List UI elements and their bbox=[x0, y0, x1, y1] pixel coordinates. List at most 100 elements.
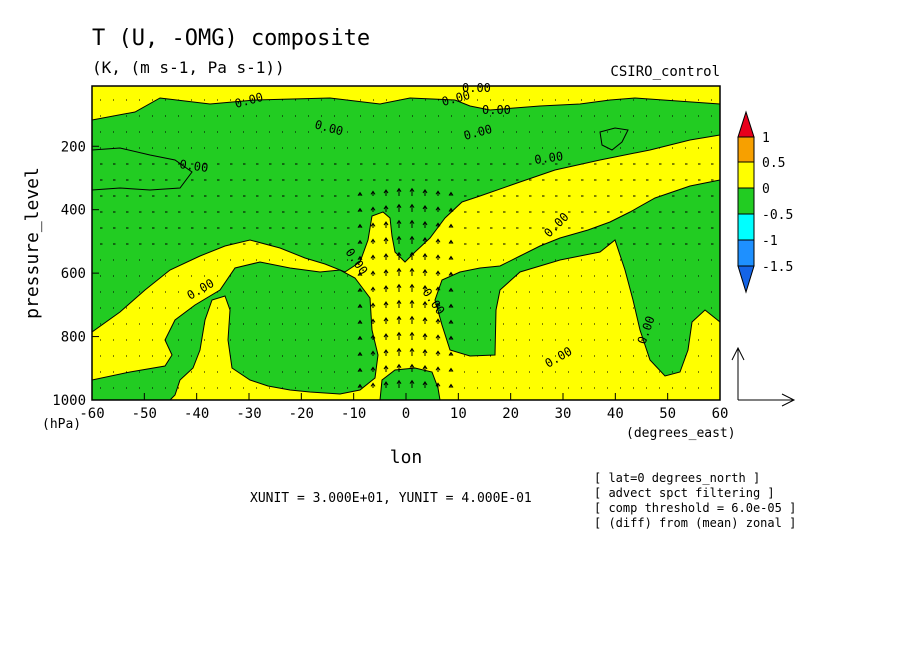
contour-label: 0.00 bbox=[462, 81, 491, 95]
wind-vector bbox=[435, 286, 441, 292]
note-line: [ lat=0 degrees_north ] bbox=[594, 471, 760, 485]
colorbar-label: 0 bbox=[762, 182, 770, 197]
wind-vector bbox=[357, 287, 363, 292]
x-axis: -60 -50 -40 -30 -20 -10 0 10 20 30 40 50 60 bbox=[79, 393, 728, 422]
wind-vector bbox=[448, 351, 454, 356]
wind-vector bbox=[396, 315, 402, 324]
wind-vector bbox=[370, 190, 376, 196]
contour-label: 0.00 bbox=[179, 157, 210, 175]
wind-vector bbox=[435, 302, 441, 308]
wind-vector bbox=[409, 331, 415, 340]
wind-vector bbox=[396, 219, 402, 228]
wind-vector bbox=[448, 367, 454, 372]
note-line: [ advect spct filtering ] bbox=[594, 486, 775, 500]
wind-vector bbox=[422, 333, 428, 340]
wind-vector bbox=[396, 331, 402, 340]
y-tick-label: 600 bbox=[61, 266, 86, 282]
wind-vector bbox=[396, 379, 402, 388]
x-tick-label: 50 bbox=[659, 406, 676, 422]
wind-vector bbox=[409, 187, 415, 196]
model-label: CSIRO_control bbox=[610, 64, 720, 80]
wind-vector bbox=[409, 219, 415, 228]
vector-units-label: XUNIT = 3.000E+01, YUNIT = 4.000E-01 bbox=[250, 491, 532, 506]
wind-vector bbox=[422, 221, 428, 228]
wind-vector bbox=[370, 334, 376, 340]
wind-vector bbox=[422, 381, 428, 388]
wind-vector bbox=[357, 335, 363, 340]
colorbar-label: 0.5 bbox=[762, 156, 785, 171]
colorbar-label: -1 bbox=[762, 234, 778, 249]
wind-vector bbox=[383, 205, 389, 212]
colorbar-label: -0.5 bbox=[762, 208, 793, 223]
wind-vector bbox=[409, 251, 415, 260]
wind-vector bbox=[435, 222, 441, 228]
x-unit-label: (degrees_east) bbox=[626, 426, 736, 441]
colorbar-segment bbox=[737, 187, 755, 215]
wind-vector bbox=[357, 191, 363, 196]
wind-vector bbox=[357, 319, 363, 324]
wind-vector bbox=[357, 303, 363, 308]
wind-vector bbox=[357, 367, 363, 372]
y-tick-label: 200 bbox=[61, 139, 86, 155]
wind-vector bbox=[370, 270, 376, 276]
x-tick-label: 0 bbox=[402, 406, 410, 422]
wind-vector bbox=[370, 238, 376, 244]
wind-vector bbox=[435, 254, 441, 260]
wind-vector bbox=[448, 191, 454, 196]
wind-vector bbox=[383, 381, 389, 388]
wind-vector bbox=[357, 223, 363, 228]
colorbar-segment bbox=[737, 161, 755, 189]
colorbar-bottom-triangle bbox=[737, 265, 755, 294]
x-tick-label: 20 bbox=[502, 406, 519, 422]
wind-vector bbox=[409, 379, 415, 388]
wind-vector bbox=[383, 365, 389, 372]
colorbar-label: 1 bbox=[762, 131, 770, 146]
y-unit-label: (hPa) bbox=[42, 417, 81, 432]
wind-vector bbox=[448, 335, 454, 340]
wind-vector bbox=[383, 189, 389, 196]
wind-vector bbox=[383, 253, 389, 260]
x-tick-label: -30 bbox=[236, 406, 261, 422]
x-tick-label: -20 bbox=[289, 406, 314, 422]
wind-vector bbox=[409, 363, 415, 372]
wind-vector bbox=[422, 301, 428, 308]
negative-region-main bbox=[92, 97, 720, 333]
wind-vector bbox=[422, 205, 428, 212]
y-tick-label: 1000 bbox=[52, 393, 86, 409]
negative-region-lower-right bbox=[434, 179, 720, 377]
wind-vector bbox=[370, 254, 376, 260]
wind-vector bbox=[396, 203, 402, 212]
wind-vector bbox=[370, 366, 376, 372]
wind-vector bbox=[396, 363, 402, 372]
wind-vector bbox=[435, 318, 441, 324]
wind-vector bbox=[383, 221, 389, 228]
wind-vector bbox=[370, 222, 376, 228]
wind-vector bbox=[357, 255, 363, 260]
reference-vector bbox=[731, 346, 796, 407]
colorbar-segment bbox=[737, 136, 755, 163]
wind-vector bbox=[396, 235, 402, 244]
wind-vector bbox=[409, 203, 415, 212]
wind-vector bbox=[435, 382, 441, 388]
wind-vector bbox=[409, 299, 415, 308]
colorbar-label: -1.5 bbox=[762, 260, 793, 275]
reference-arrow-vertical bbox=[731, 346, 745, 400]
wind-vector bbox=[409, 347, 415, 356]
wind-vector bbox=[370, 302, 376, 308]
wind-vector bbox=[448, 255, 454, 260]
negative-regions bbox=[92, 97, 720, 400]
wind-vector bbox=[422, 349, 428, 356]
wind-vector bbox=[435, 190, 441, 196]
wind-vector bbox=[396, 251, 402, 260]
contour-label: 0.00 bbox=[533, 149, 564, 167]
wind-vector bbox=[383, 269, 389, 276]
negative-region-lower-left bbox=[92, 261, 379, 400]
wind-vector bbox=[383, 301, 389, 308]
wind-vector bbox=[409, 315, 415, 324]
wind-vector bbox=[435, 238, 441, 244]
wind-vector bbox=[383, 237, 389, 244]
x-tick-label: 60 bbox=[712, 406, 729, 422]
wind-vector bbox=[422, 237, 428, 244]
colorbar: 1 0.5 0 -0.5 -1 -1.5 bbox=[737, 110, 793, 294]
